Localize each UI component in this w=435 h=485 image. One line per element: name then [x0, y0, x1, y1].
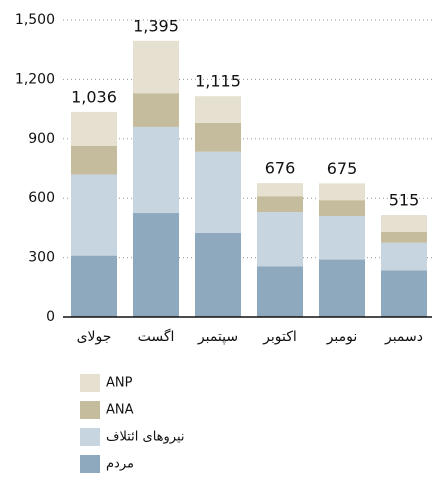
x-tick-label: دسمبر	[384, 329, 423, 345]
bar-segment	[257, 266, 303, 317]
bar-segment	[195, 232, 241, 317]
bar-segment	[71, 174, 117, 256]
total-label: 515	[389, 191, 420, 210]
total-label: 1,036	[71, 87, 117, 106]
bar-segment	[133, 213, 179, 317]
bar-segment	[133, 126, 179, 214]
total-label: 676	[265, 159, 296, 178]
bar-segment	[381, 231, 427, 243]
legend-swatch	[80, 455, 100, 473]
bar-segment	[195, 122, 241, 152]
y-tick-label: 900	[28, 131, 55, 147]
y-tick-label: 0	[46, 309, 55, 325]
legend-swatch	[80, 428, 100, 446]
bar-segment	[381, 270, 427, 317]
total-label: 1,395	[133, 16, 179, 35]
bar-segment	[257, 196, 303, 213]
bar-segment	[71, 145, 117, 175]
y-tick-label: 600	[28, 190, 55, 206]
bar-segment	[319, 200, 365, 217]
bar-segment	[257, 212, 303, 267]
y-tick-label: 1,500	[15, 12, 55, 28]
total-label: 1,115	[195, 72, 241, 91]
legend-label: نیروهای ائتلاف	[106, 430, 185, 445]
total-label: 675	[327, 159, 358, 178]
bar-segment	[71, 255, 117, 317]
legend-label: ANP	[106, 376, 133, 391]
bar-segment	[319, 183, 365, 201]
bar-segment	[195, 96, 241, 123]
legend-swatch	[80, 374, 100, 392]
bar-segment	[195, 151, 241, 233]
x-tick-label: جولای	[77, 329, 112, 345]
x-tick-label: اگست	[138, 328, 175, 345]
bar-segment	[71, 111, 117, 146]
bar-segment	[133, 93, 179, 127]
x-tick-label: سپتمبر	[197, 329, 238, 345]
bar-segment	[381, 215, 427, 232]
legend-swatch	[80, 401, 100, 419]
x-tick-label: اکتوبر	[262, 329, 297, 345]
legend-label: ANA	[106, 403, 134, 418]
bar-segment	[319, 216, 365, 260]
legend-label: مردم	[106, 457, 134, 472]
bar-segment	[257, 183, 303, 197]
x-tick-label: نومبر	[326, 329, 358, 345]
y-tick-label: 300	[28, 250, 55, 266]
bar-segment	[319, 259, 365, 317]
bar-segment	[381, 242, 427, 271]
y-tick-label: 1,200	[15, 71, 55, 87]
bar-segment	[133, 40, 179, 94]
